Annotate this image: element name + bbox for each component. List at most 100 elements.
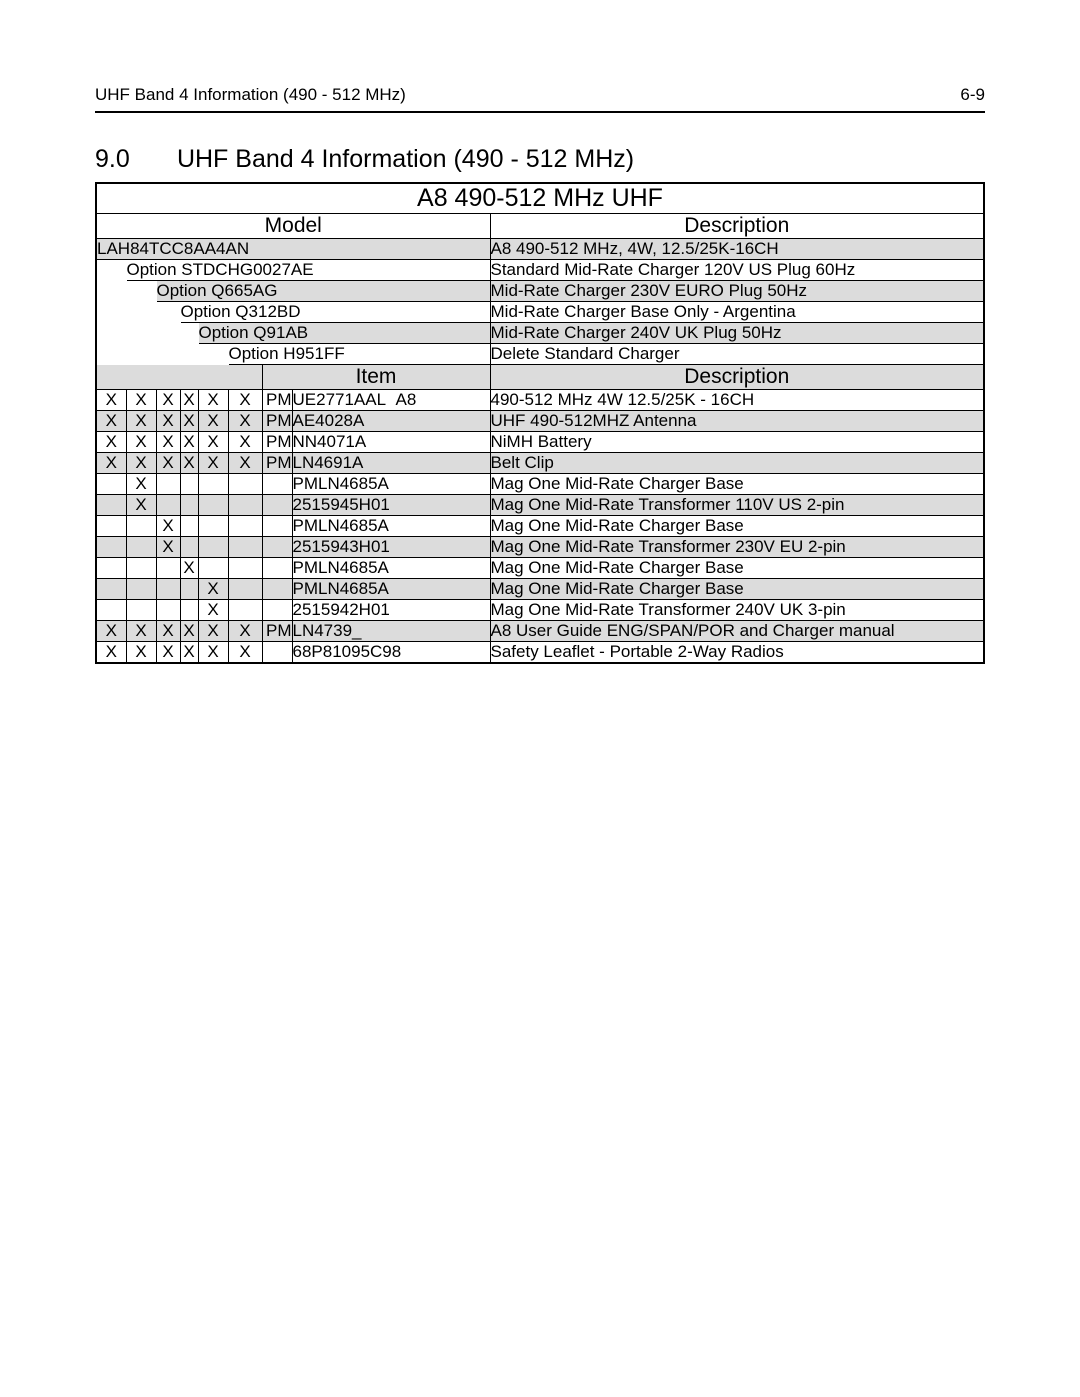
check-cell: X bbox=[180, 432, 198, 453]
indent-cell bbox=[96, 260, 126, 281]
page: UHF Band 4 Information (490 - 512 MHz) 6… bbox=[0, 0, 1080, 664]
item-prefix bbox=[262, 642, 292, 664]
item-desc: Mag One Mid-Rate Charger Base bbox=[490, 474, 984, 495]
indent-cell bbox=[156, 344, 180, 365]
item-prefix bbox=[262, 600, 292, 621]
indent-cell bbox=[126, 281, 156, 302]
item-desc: Mag One Mid-Rate Charger Base bbox=[490, 558, 984, 579]
check-cell bbox=[228, 558, 262, 579]
item-code: AE4028A bbox=[292, 411, 490, 432]
check-cell bbox=[228, 516, 262, 537]
check-cell: X bbox=[96, 453, 126, 474]
item-desc: NiMH Battery bbox=[490, 432, 984, 453]
check-cell bbox=[126, 516, 156, 537]
check-cell: X bbox=[156, 390, 180, 411]
col-header-description2: Description bbox=[490, 365, 984, 390]
item-code: 68P81095C98 bbox=[292, 642, 490, 664]
model-desc: A8 490-512 MHz, 4W, 12.5/25K-16CH bbox=[490, 239, 984, 260]
section-number: 9.0 bbox=[95, 145, 170, 174]
model-label: LAH84TCC8AA4AN bbox=[96, 239, 490, 260]
check-cell: X bbox=[198, 621, 228, 642]
check-cell bbox=[228, 579, 262, 600]
item-code: LN4691A bbox=[292, 453, 490, 474]
model-label: Option Q91AB bbox=[198, 323, 490, 344]
item-desc: Mag One Mid-Rate Transformer 240V UK 3-p… bbox=[490, 600, 984, 621]
check-cell bbox=[96, 537, 126, 558]
check-cell: X bbox=[126, 411, 156, 432]
item-prefix: PM bbox=[262, 621, 292, 642]
model-desc: Mid-Rate Charger 230V EURO Plug 50Hz bbox=[490, 281, 984, 302]
item-prefix: PM bbox=[262, 390, 292, 411]
indent-cell bbox=[156, 323, 180, 344]
check-cell bbox=[96, 558, 126, 579]
check-cell bbox=[126, 558, 156, 579]
check-cell: X bbox=[228, 411, 262, 432]
item-code: 2515942H01 bbox=[292, 600, 490, 621]
indent-cell bbox=[126, 344, 156, 365]
model-desc: Mid-Rate Charger Base Only - Argentina bbox=[490, 302, 984, 323]
check-cell: X bbox=[156, 537, 180, 558]
check-cell: X bbox=[228, 432, 262, 453]
check-cell: X bbox=[198, 600, 228, 621]
model-desc: Standard Mid-Rate Charger 120V US Plug 6… bbox=[490, 260, 984, 281]
check-cell: X bbox=[228, 453, 262, 474]
check-cell bbox=[126, 600, 156, 621]
item-prefix: PM bbox=[262, 453, 292, 474]
item-prefix: PM bbox=[262, 432, 292, 453]
check-cell: X bbox=[156, 642, 180, 664]
col-header-description: Description bbox=[490, 214, 984, 239]
col-header-item: Item bbox=[262, 365, 490, 390]
item-code: PMLN4685A bbox=[292, 474, 490, 495]
item-desc: Mag One Mid-Rate Charger Base bbox=[490, 516, 984, 537]
check-cell: X bbox=[228, 390, 262, 411]
header-left: UHF Band 4 Information (490 - 512 MHz) bbox=[95, 85, 406, 105]
check-cell bbox=[96, 579, 126, 600]
check-cell bbox=[156, 600, 180, 621]
check-cell bbox=[180, 579, 198, 600]
check-cell: X bbox=[156, 411, 180, 432]
check-cell bbox=[96, 495, 126, 516]
item-prefix: PM bbox=[262, 411, 292, 432]
check-cell: X bbox=[96, 621, 126, 642]
blank-header bbox=[96, 365, 262, 390]
indent-cell bbox=[96, 323, 126, 344]
indent-cell bbox=[96, 281, 126, 302]
item-desc: UHF 490-512MHZ Antenna bbox=[490, 411, 984, 432]
check-cell bbox=[228, 474, 262, 495]
model-label: Option STDCHG0027AE bbox=[126, 260, 490, 281]
check-cell: X bbox=[228, 642, 262, 664]
check-cell: X bbox=[198, 432, 228, 453]
check-cell: X bbox=[96, 390, 126, 411]
indent-cell bbox=[126, 302, 156, 323]
check-cell bbox=[126, 537, 156, 558]
check-cell: X bbox=[198, 411, 228, 432]
check-cell bbox=[156, 579, 180, 600]
item-code: UE2771AAL A8 bbox=[292, 390, 490, 411]
item-code: PMLN4685A bbox=[292, 579, 490, 600]
item-prefix bbox=[262, 516, 292, 537]
check-cell: X bbox=[96, 432, 126, 453]
item-prefix bbox=[262, 537, 292, 558]
item-desc: 490-512 MHz 4W 12.5/25K - 16CH bbox=[490, 390, 984, 411]
item-desc: Safety Leaflet - Portable 2-Way Radios bbox=[490, 642, 984, 664]
check-cell bbox=[180, 600, 198, 621]
item-code: LN4739_ bbox=[292, 621, 490, 642]
check-cell bbox=[156, 495, 180, 516]
model-label: Option Q312BD bbox=[180, 302, 490, 323]
model-label: Option Q665AG bbox=[156, 281, 490, 302]
check-cell: X bbox=[198, 453, 228, 474]
item-desc: Mag One Mid-Rate Transformer 110V US 2-p… bbox=[490, 495, 984, 516]
indent-cell bbox=[126, 323, 156, 344]
indent-cell bbox=[180, 344, 198, 365]
check-cell bbox=[96, 474, 126, 495]
check-cell: X bbox=[156, 621, 180, 642]
check-cell: X bbox=[126, 432, 156, 453]
check-cell bbox=[180, 516, 198, 537]
check-cell: X bbox=[96, 411, 126, 432]
check-cell: X bbox=[156, 516, 180, 537]
check-cell bbox=[180, 537, 198, 558]
check-cell: X bbox=[126, 390, 156, 411]
item-code: 2515943H01 bbox=[292, 537, 490, 558]
check-cell bbox=[198, 516, 228, 537]
header-right: 6-9 bbox=[960, 85, 985, 105]
